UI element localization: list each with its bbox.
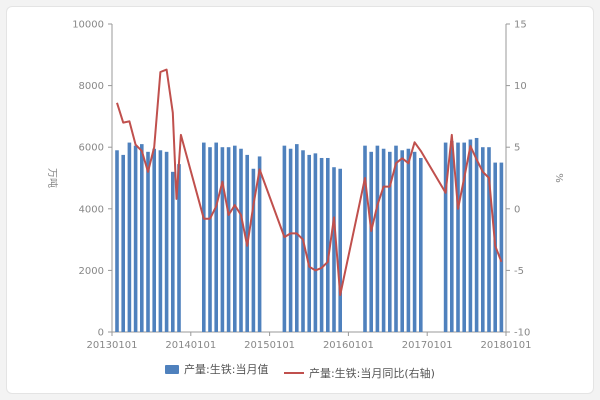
x-tick-label: 20130101: [87, 340, 138, 351]
x-tick-label: 20140101: [165, 340, 216, 351]
bar: [288, 148, 293, 332]
legend-bar-label: 产量:生铁:当月值: [184, 363, 269, 376]
bar: [152, 148, 156, 332]
bar: [481, 147, 485, 332]
left-tick-label: 8000: [79, 81, 104, 92]
bar: [239, 148, 243, 332]
legend-line-swatch: [283, 371, 304, 374]
bar: [499, 162, 504, 332]
bar: [164, 151, 169, 332]
right-tick-label: 15: [514, 20, 527, 31]
bar: [127, 142, 132, 332]
bar: [115, 150, 119, 332]
bar: [171, 171, 175, 332]
right-axis-label: %: [553, 173, 564, 183]
bar: [220, 147, 225, 332]
right-tick-label: -5: [514, 266, 524, 277]
bar: [319, 157, 324, 332]
left-tick-label: 2000: [79, 266, 104, 277]
x-tick-label: 20150101: [244, 340, 295, 351]
bar: [400, 150, 404, 332]
line-path: [116, 68, 503, 296]
right-tick-label: 0: [514, 204, 520, 215]
bar: [158, 150, 163, 332]
x-tick-label: 20170101: [402, 340, 453, 351]
bar: [474, 137, 479, 332]
legend-item-line: 产量:生铁:当月同比(右轴): [283, 365, 435, 381]
right-tick-label: 5: [514, 143, 520, 154]
bar: [251, 168, 256, 332]
bar: [326, 157, 330, 332]
left-tick-label: 10000: [72, 20, 104, 31]
bar: [214, 142, 218, 332]
bar: [406, 148, 411, 332]
line-series: [116, 68, 503, 296]
bar: [295, 144, 299, 332]
left-tick-label: 4000: [79, 204, 104, 215]
bar: [450, 141, 454, 332]
bar: [419, 157, 423, 332]
bar: [233, 145, 237, 332]
x-tick-label: 20160101: [323, 340, 374, 351]
axes: 0 2000 4000 6000 8000 10000 -10 -5 0 5 10 15 2013010…: [72, 20, 531, 352]
bar: [257, 156, 262, 332]
right-tick-label: -10: [514, 328, 530, 339]
bar: [443, 142, 448, 332]
bar-series: [115, 137, 504, 332]
bar: [468, 139, 473, 332]
bar: [140, 144, 144, 332]
x-tick-label: 20180101: [481, 340, 532, 351]
legend-line-label: 产量:生铁:当月同比(右轴): [308, 366, 435, 380]
bar: [462, 142, 466, 332]
legend: 产量:生铁:当月值 产量:生铁:当月同比(右轴): [0, 361, 600, 381]
bar: [202, 142, 206, 332]
bar: [282, 145, 287, 332]
right-tick-label: 10: [514, 81, 527, 92]
bar: [146, 151, 150, 332]
bar: [338, 168, 342, 332]
bar: [177, 164, 181, 332]
bar: [369, 151, 373, 332]
bar: [487, 147, 491, 332]
left-tick-label: 0: [98, 328, 104, 339]
bar: [412, 151, 417, 332]
bar: [375, 145, 380, 332]
bar: [332, 167, 336, 332]
bar: [313, 153, 318, 332]
bar: [307, 154, 311, 332]
bar: [388, 151, 392, 332]
left-tick-label: 6000: [79, 143, 104, 154]
bar: [226, 147, 231, 332]
legend-item-bar: 产量:生铁:当月值: [165, 361, 268, 377]
bar: [121, 154, 125, 332]
bar: [133, 145, 138, 332]
bar: [208, 147, 212, 332]
legend-bar-swatch: [165, 364, 180, 374]
bar: [456, 142, 460, 332]
bar: [381, 148, 386, 332]
left-axis-label: 万吨: [46, 168, 59, 188]
bar: [394, 145, 398, 332]
bar: [363, 145, 367, 332]
